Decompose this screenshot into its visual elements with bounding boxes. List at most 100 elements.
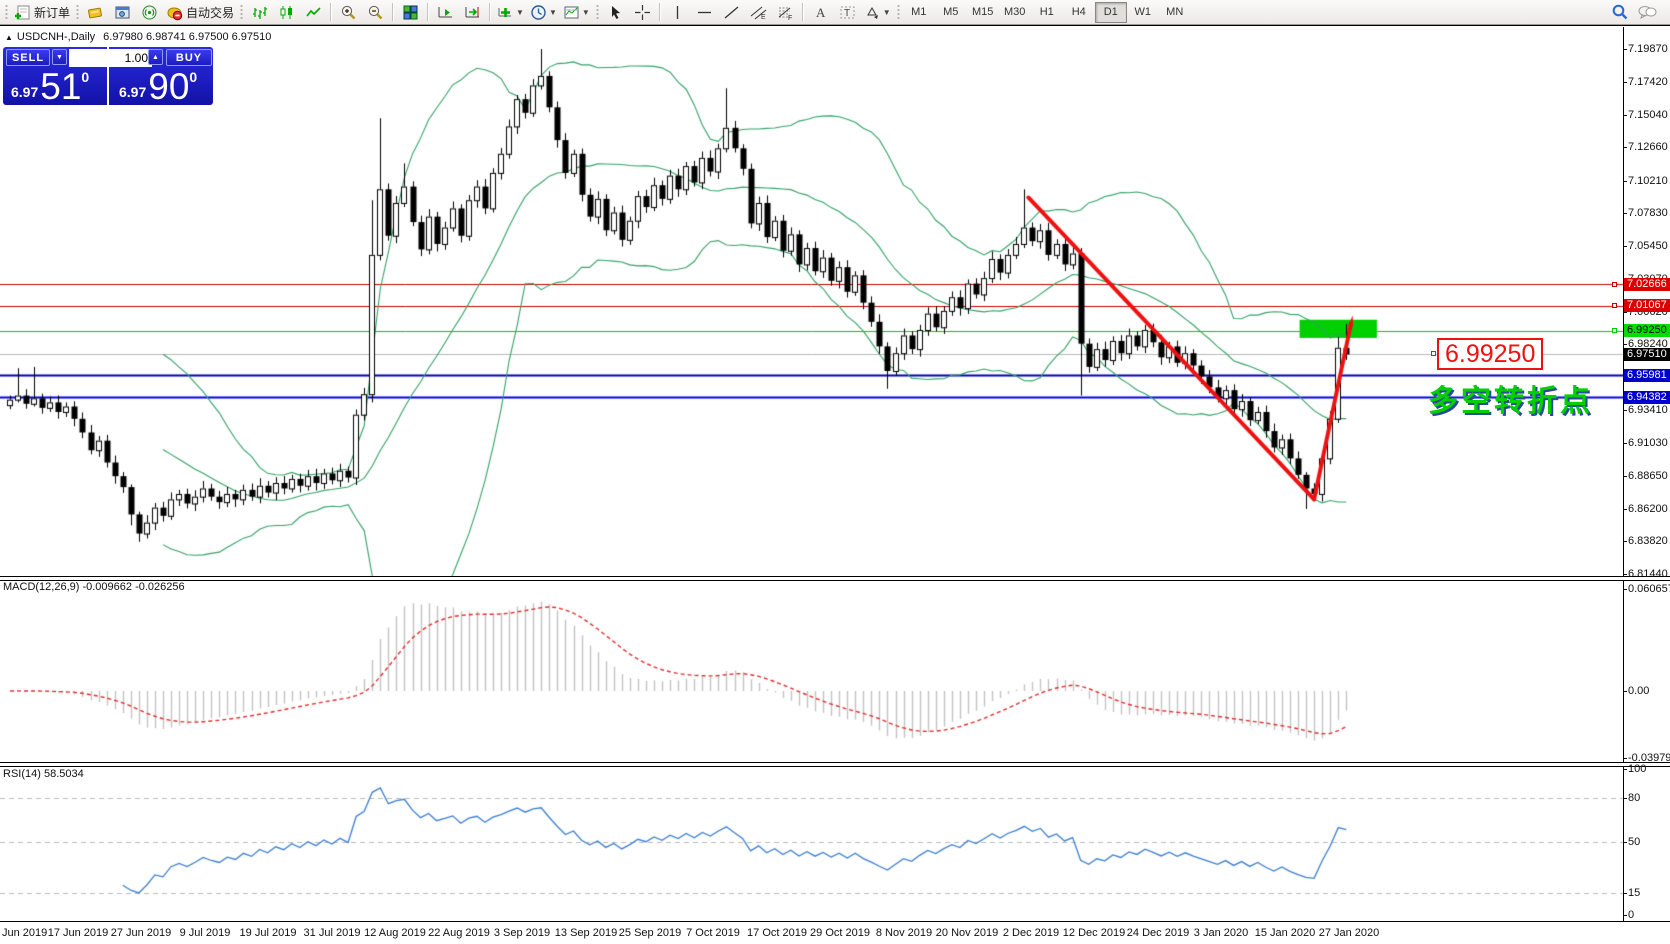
templates-button[interactable]: ▼ — [560, 1, 593, 24]
volume-increase-button[interactable]: ▲ — [148, 49, 163, 65]
main-chart-canvas[interactable] — [0, 27, 1623, 576]
time-axis-label[interactable]: 27 Jun 2019 — [110, 927, 172, 939]
volume-decrease-button[interactable]: ▼ — [52, 49, 67, 65]
line-handle[interactable] — [1612, 303, 1617, 308]
chevron-down-icon[interactable]: ▼ — [548, 7, 557, 17]
label-anchor-handle[interactable] — [1431, 351, 1436, 356]
arrows-button[interactable]: ▼ — [861, 1, 894, 24]
timeframe-button-m15[interactable]: M15 — [972, 6, 994, 18]
price-tick-label[interactable]: 7.12660 — [1628, 141, 1668, 153]
volume-input[interactable] — [69, 49, 152, 67]
toolbar-grip[interactable] — [895, 3, 901, 21]
time-axis-label[interactable]: 24 Dec 2019 — [1126, 927, 1190, 939]
time-axis-label[interactable]: 13 Sep 2019 — [554, 927, 618, 939]
crosshair-button[interactable] — [629, 1, 656, 24]
time-axis-label[interactable]: 3 Sep 2019 — [493, 927, 551, 939]
trendline-button[interactable] — [718, 1, 745, 24]
candlestick-chart-button[interactable] — [273, 1, 300, 24]
timeframe-button-h1[interactable]: H1 — [1039, 6, 1054, 18]
toolbar-grip[interactable] — [594, 3, 600, 21]
text-label-button[interactable]: T — [834, 1, 861, 24]
bar-chart-button[interactable] — [246, 1, 273, 24]
timeframe-button-m30[interactable]: M30 — [1004, 6, 1026, 18]
chat-button[interactable] — [1633, 1, 1660, 24]
timeframe-button-w1[interactable]: W1 — [1134, 6, 1151, 18]
cursor-button[interactable] — [602, 1, 629, 24]
time-axis-label[interactable]: 12 Aug 2019 — [364, 927, 426, 939]
line-chart-button[interactable] — [300, 1, 327, 24]
buy-button[interactable]: BUY — [166, 49, 212, 66]
new-order-button[interactable]: 新订单 — [11, 1, 73, 24]
chevron-down-icon[interactable]: ▼ — [516, 7, 524, 17]
sell-button[interactable]: SELL — [6, 49, 50, 66]
price-badge[interactable]: 7.02666 — [1624, 278, 1670, 291]
price-badge[interactable]: 6.95981 — [1624, 369, 1670, 382]
horizontal-line-button[interactable] — [691, 1, 718, 24]
price-badge[interactable]: 7.01067 — [1624, 299, 1670, 312]
data-window-button[interactable] — [109, 1, 136, 24]
time-axis-label[interactable]: 12 Dec 2019 — [1062, 927, 1126, 939]
vertical-line-button[interactable] — [664, 1, 691, 24]
time-axis-label[interactable]: 8 Nov 2019 — [875, 927, 933, 939]
price-tick-label[interactable]: 7.10210 — [1628, 175, 1668, 187]
indicators-button[interactable]: ▼ — [494, 1, 527, 24]
timeframe-button-d1[interactable]: D1 — [1094, 1, 1127, 23]
time-axis-label[interactable]: 9 Jul 2019 — [179, 927, 231, 939]
time-axis-label[interactable]: 2 Dec 2019 — [1002, 927, 1060, 939]
price-callout-label[interactable]: 6.99250 — [1437, 338, 1544, 370]
price-badge[interactable]: 6.99250 — [1624, 324, 1670, 337]
zoom-in-button[interactable] — [335, 1, 362, 24]
price-badge[interactable]: 6.94382 — [1624, 391, 1670, 404]
collapse-triangle-icon[interactable]: ▲ — [5, 32, 13, 42]
time-axis-label[interactable]: 27 Jan 2020 — [1318, 927, 1380, 939]
text-button[interactable]: A — [807, 1, 834, 24]
sell-price[interactable]: 6.97 51 0 — [11, 66, 90, 107]
chevron-down-icon[interactable]: ▼ — [882, 7, 891, 17]
timeframe-button-h4[interactable]: H4 — [1071, 6, 1086, 18]
price-tick-label[interactable]: 7.07830 — [1628, 207, 1668, 219]
price-tick-label[interactable]: 6.83820 — [1628, 535, 1668, 547]
time-axis-label[interactable]: 7 Oct 2019 — [686, 927, 740, 939]
buy-price[interactable]: 6.97 90 0 — [119, 66, 198, 107]
price-badge[interactable]: 6.97510 — [1624, 348, 1670, 361]
price-tick-label[interactable]: 7.15040 — [1628, 109, 1668, 121]
timeframe-button-mn[interactable]: MN — [1166, 6, 1184, 18]
line-handle[interactable] — [1612, 282, 1617, 287]
market-watch-button[interactable] — [82, 1, 109, 24]
toolbar-grip[interactable] — [239, 3, 245, 21]
zoom-out-button[interactable] — [362, 1, 389, 24]
price-tick-label[interactable]: 6.98240 — [1628, 338, 1668, 350]
chart-shift-button[interactable] — [459, 1, 486, 24]
time-axis-label[interactable]: 17 Oct 2019 — [747, 927, 807, 939]
price-tick-label[interactable]: 6.93410 — [1628, 404, 1668, 416]
search-button[interactable] — [1606, 1, 1633, 24]
price-tick-label[interactable]: 6.81440 — [1628, 568, 1668, 580]
price-tick-label[interactable]: 6.86200 — [1628, 503, 1668, 515]
fibonacci-button[interactable]: F — [772, 1, 799, 24]
rsi-canvas[interactable] — [0, 765, 1623, 921]
price-tick-label[interactable]: 6.88650 — [1628, 470, 1668, 482]
time-axis-label[interactable]: 29 Oct 2019 — [810, 927, 870, 939]
time-axis-label[interactable]: Jun 2019 — [2, 927, 48, 939]
time-axis-label[interactable]: 20 Nov 2019 — [935, 927, 999, 939]
price-tick-label[interactable]: 7.19870 — [1628, 43, 1668, 55]
panel-separator[interactable] — [0, 576, 1670, 581]
panel-separator[interactable] — [0, 762, 1670, 767]
price-tick-label[interactable]: 6.91030 — [1628, 437, 1668, 449]
chevron-down-icon[interactable]: ▼ — [581, 7, 590, 17]
toolbar-grip[interactable] — [4, 3, 9, 21]
time-axis-label[interactable]: 31 Jul 2019 — [303, 927, 361, 939]
timeframe-button-m1[interactable]: M1 — [911, 6, 927, 18]
toolbar-grip[interactable] — [75, 3, 81, 21]
macd-canvas[interactable] — [0, 578, 1623, 763]
time-axis-label[interactable]: 15 Jan 2020 — [1254, 927, 1316, 939]
time-axis-label[interactable]: 3 Jan 2020 — [1193, 927, 1249, 939]
auto-scroll-button[interactable] — [432, 1, 459, 24]
price-tick-label[interactable]: 7.17420 — [1628, 76, 1668, 88]
time-axis-label[interactable]: 17 Jun 2019 — [47, 927, 109, 939]
time-axis-label[interactable]: 22 Aug 2019 — [428, 927, 490, 939]
line-handle[interactable] — [1612, 328, 1617, 333]
channel-button[interactable]: E — [745, 1, 772, 24]
price-tick-label[interactable]: 7.05450 — [1628, 240, 1668, 252]
periods-button[interactable]: ▼ — [527, 1, 560, 24]
